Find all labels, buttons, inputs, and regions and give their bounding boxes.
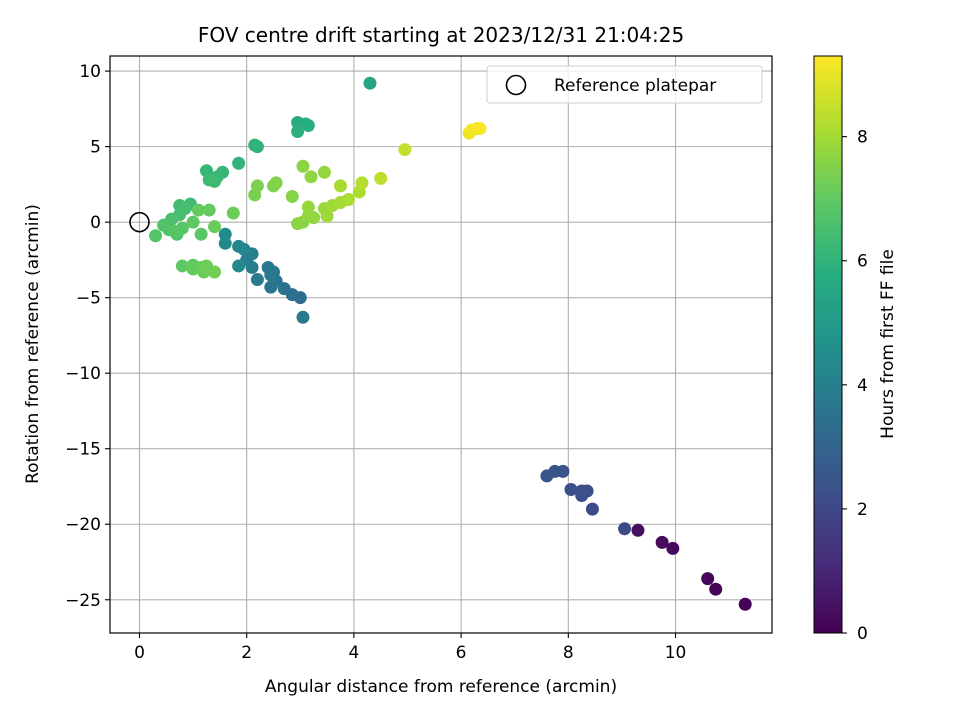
- data-point: [618, 522, 632, 536]
- data-point: [374, 171, 388, 185]
- data-point: [250, 179, 264, 193]
- x-tick-label: 0: [134, 643, 145, 663]
- legend: Reference platepar: [486, 65, 763, 104]
- colorbar-tick-label: 6: [857, 252, 868, 272]
- x-tick-label: 10: [665, 643, 687, 663]
- data-point: [218, 227, 232, 241]
- data-point: [296, 159, 310, 173]
- data-point: [738, 597, 752, 611]
- data-point: [304, 170, 318, 184]
- data-point: [585, 502, 599, 516]
- data-point: [149, 229, 163, 243]
- data-point: [473, 122, 487, 136]
- plot-frame: [109, 55, 773, 634]
- data-point: [208, 174, 222, 188]
- y-tick-label: −10: [65, 364, 101, 384]
- data-point: [301, 200, 315, 214]
- colorbar-tick-label: 4: [857, 376, 868, 396]
- data-point: [285, 189, 299, 203]
- x-tick-label: 6: [456, 643, 467, 663]
- data-point: [157, 218, 171, 232]
- y-tick-label: 5: [90, 138, 101, 158]
- data-point: [296, 310, 310, 324]
- data-point: [250, 140, 264, 154]
- colorbar-gradient: [813, 55, 843, 634]
- data-point: [666, 541, 680, 555]
- data-point: [631, 523, 645, 537]
- data-point: [709, 582, 723, 596]
- data-point: [226, 206, 240, 220]
- data-point: [232, 259, 246, 273]
- x-tick-label: 8: [563, 643, 574, 663]
- data-point: [301, 118, 315, 132]
- data-points: [149, 76, 752, 611]
- y-tick-label: −25: [65, 591, 101, 611]
- y-tick-label: −20: [65, 515, 101, 535]
- colorbar-ticks: 0 2 4 6 8: [842, 128, 868, 644]
- data-point: [202, 203, 216, 217]
- data-point: [175, 259, 189, 273]
- colorbar-tick-label: 2: [857, 500, 868, 520]
- data-point: [250, 273, 264, 287]
- data-point: [232, 239, 246, 253]
- x-axis-label: Angular distance from reference (arcmin): [265, 677, 617, 697]
- data-point: [317, 165, 331, 179]
- x-axis: 0 2 4 6 8 10: [134, 633, 686, 663]
- data-point: [307, 211, 321, 225]
- x-tick-label: 2: [241, 643, 252, 663]
- data-point: [342, 192, 356, 206]
- colorbar-tick-label: 8: [857, 128, 868, 148]
- data-point: [575, 484, 589, 498]
- data-point: [269, 176, 283, 190]
- data-point: [355, 176, 369, 190]
- data-point: [655, 535, 669, 549]
- data-point: [363, 76, 377, 90]
- data-point: [320, 209, 334, 223]
- reference-marker: [129, 211, 150, 233]
- data-point: [264, 280, 278, 294]
- data-point: [232, 156, 246, 170]
- legend-label-reference: Reference platepar: [554, 76, 716, 96]
- data-point: [186, 215, 200, 229]
- data-point: [540, 469, 554, 483]
- chart-title: FOV centre drift starting at 2023/12/31 …: [198, 23, 684, 47]
- data-point: [175, 221, 189, 235]
- grid: [110, 56, 772, 633]
- data-point: [218, 236, 232, 250]
- y-axis-label: Rotation from reference (arcmin): [23, 204, 43, 484]
- data-point: [208, 265, 222, 279]
- data-point: [191, 203, 205, 217]
- x-tick-label: 4: [348, 643, 359, 663]
- data-point: [194, 227, 208, 241]
- data-point: [564, 483, 578, 497]
- colorbar-label: Hours from first FF file: [878, 249, 898, 439]
- colorbar-tick-label: 0: [857, 624, 868, 644]
- y-tick-label: −15: [65, 440, 101, 460]
- data-point: [208, 220, 222, 234]
- y-axis: 10 5 0 −5 −10 −15 −20 −25: [65, 62, 110, 611]
- y-tick-label: 0: [90, 213, 101, 233]
- y-tick-label: −5: [76, 289, 101, 309]
- y-tick-label: 10: [79, 62, 101, 82]
- data-point: [701, 572, 715, 586]
- data-point: [333, 179, 347, 193]
- colorbar: 0 2 4 6 8 Hours from first FF file: [813, 55, 898, 644]
- legend-marker-icon: [505, 74, 527, 96]
- legend-box: [486, 65, 763, 104]
- data-point: [398, 143, 412, 157]
- data-point: [291, 125, 305, 139]
- data-point: [261, 260, 275, 274]
